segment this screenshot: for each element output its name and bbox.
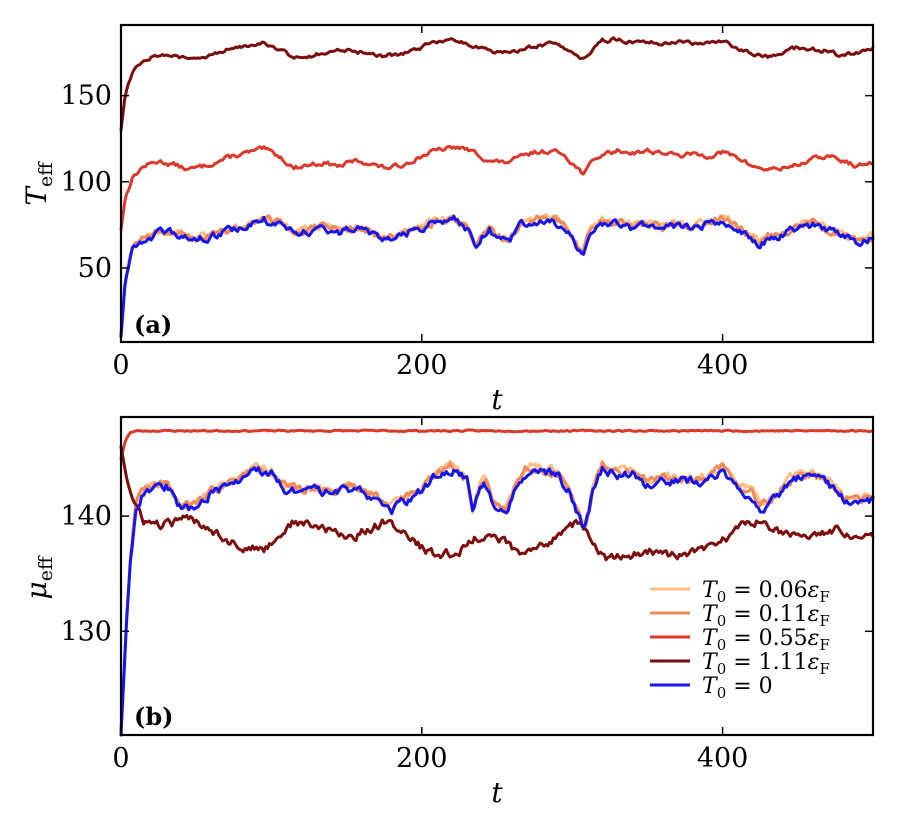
panel-a-series-3 <box>119 36 875 132</box>
legend-entry: T0 = 0.11εF <box>650 602 830 630</box>
legend-entry: T0 = 0 <box>650 674 773 702</box>
panel-b-ylabel-main: μ <box>20 581 53 599</box>
panel-a-series-4 <box>119 214 875 339</box>
panel-b-frame <box>119 415 875 737</box>
legend: T0 = 0.06εF T0 = 0.11εF T0 = 0.55εF T0 =… <box>650 578 830 702</box>
panel-a-series-0 <box>119 212 875 337</box>
panel-b-series-4 <box>119 465 875 737</box>
svg-text:Teff: Teff <box>20 161 57 206</box>
panel-b-xtick-label: 0 <box>112 743 129 774</box>
panel-a-series-2 <box>119 145 875 232</box>
panel-a-tag: (a) <box>134 310 172 339</box>
panel-a-xtick-label: 0 <box>112 350 129 381</box>
panel-a-ytick-label: 150 <box>60 81 112 112</box>
panel-a-series-group <box>119 36 875 339</box>
panel-b-tag: (b) <box>134 702 174 731</box>
panel-b-series-3 <box>119 445 875 562</box>
panel-b-ylabel-sub: eff <box>35 555 57 581</box>
panel-a-frame <box>119 23 875 344</box>
panel-a-ylabel-main: T <box>20 185 53 206</box>
panel-b-ytick-label: 140 <box>60 501 112 532</box>
panel-a-xtick-label: 400 <box>697 350 749 381</box>
panel-a: 0 200 400 50 100 150 (a) t Teff <box>20 23 875 416</box>
panel-b-series-1 <box>119 460 875 734</box>
panel-b-ytick-label: 130 <box>60 616 112 647</box>
panel-a-xtick-label: 200 <box>396 350 448 381</box>
panel-b-xtick-label: 400 <box>697 743 749 774</box>
panel-b-ticks: 0 200 400 130 140 <box>60 417 873 774</box>
panel-b-xlabel: t <box>491 776 503 809</box>
panel-b: 0 200 400 130 140 (b) t μeff T0 = 0.06εF T0 … <box>20 415 875 809</box>
panel-a-ylabel-sub: eff <box>35 161 57 187</box>
panel-a-ytick-label: 50 <box>78 253 112 284</box>
panel-a-ytick-label: 100 <box>60 167 112 198</box>
panel-a-xlabel: t <box>491 383 503 416</box>
legend-label: T0 = 0 <box>702 674 773 702</box>
legend-label: T0 = 1.11εF <box>702 650 830 678</box>
legend-entry: T0 = 0.06εF <box>650 578 830 606</box>
panel-a-ylabel: Teff <box>20 161 57 206</box>
legend-entry: T0 = 0.55εF <box>650 626 830 654</box>
panel-b-xtick-label: 200 <box>396 743 448 774</box>
panel-a-ticks: 0 200 400 50 100 150 <box>60 25 873 381</box>
legend-entry: T0 = 1.11εF <box>650 650 830 678</box>
panel-b-series-group <box>119 428 875 737</box>
legend-label: T0 = 0.55εF <box>702 626 830 654</box>
panel-b-series-2 <box>119 428 875 460</box>
panel-b-ylabel: μeff <box>20 555 57 599</box>
svg-text:μeff: μeff <box>20 555 57 599</box>
legend-label: T0 = 0.11εF <box>702 602 830 630</box>
legend-label: T0 = 0.06εF <box>702 578 830 606</box>
